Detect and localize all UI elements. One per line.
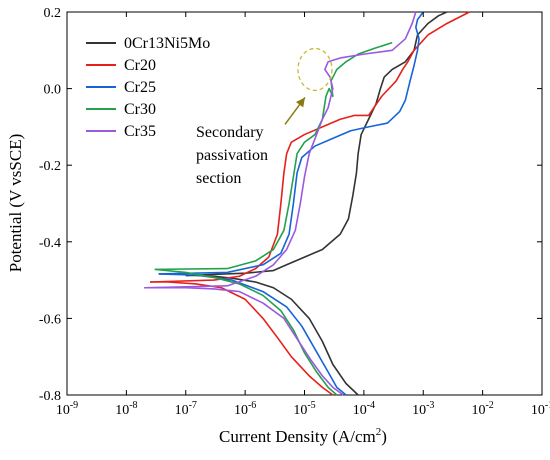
y-tick-label: -0.8: [39, 389, 61, 404]
legend-label: Cr25: [124, 79, 156, 96]
series-line: [154, 268, 338, 396]
axes-layer: 10-9 10-8 10-7 10-6 10-5 10-4 10-3 10-2 10-1 0.2 0…: [39, 6, 550, 418]
x-tick-label: 10-7: [175, 400, 197, 418]
series-0Cr13Ni5Mo: [185, 11, 448, 396]
series-line: [154, 41, 393, 271]
annotation-text-line: passivation: [196, 147, 268, 164]
legend-label: Cr35: [124, 123, 156, 140]
legend-label: Cr30: [124, 101, 156, 118]
x-axis-title: Current Density (A/cm2): [219, 426, 387, 446]
legend: 0Cr13Ni5Mo Cr20 Cr25 Cr30 Cr35: [86, 35, 210, 140]
x-tick-label: 10-2: [471, 400, 493, 418]
y-axis-title: Potential (V vsSCE): [6, 134, 25, 273]
x-tick-label: 10-6: [234, 400, 256, 418]
y-tick-label: -0.2: [39, 159, 61, 174]
y-tick-label: -0.6: [39, 312, 61, 327]
series-layer: [144, 11, 470, 396]
x-tick-label: 10-9: [56, 400, 78, 418]
highlight-ellipse: [297, 47, 333, 92]
x-tick-label: 10-5: [293, 400, 315, 418]
y-tick-label: 0.0: [44, 83, 62, 98]
annotation-text-line: Secondary: [196, 124, 264, 141]
x-tick-label: 10-3: [412, 400, 434, 418]
y-tick-label: 0.2: [44, 6, 62, 21]
y-tick-label: -0.4: [39, 236, 61, 251]
legend-label: 0Cr13Ni5Mo: [124, 35, 210, 52]
series-line: [158, 11, 424, 275]
series-line: [185, 11, 448, 277]
annotation-text-line: section: [196, 170, 241, 187]
x-tick-label: 10-4: [353, 400, 375, 418]
series-Cr35: [144, 11, 417, 396]
series-line: [185, 274, 359, 396]
series-Cr20: [149, 11, 470, 396]
x-tick-label: 10-8: [115, 400, 137, 418]
series-line: [150, 281, 334, 396]
annotation-arrowhead: [295, 97, 305, 108]
series-Cr30: [154, 41, 393, 396]
series-line: [144, 286, 344, 396]
legend-label: Cr20: [124, 57, 156, 74]
series-Cr25: [158, 11, 424, 396]
x-tick-label: 10-1: [531, 400, 550, 418]
series-line: [149, 11, 470, 283]
series-line: [144, 11, 417, 289]
annotation: Secondary passivation section: [196, 47, 333, 187]
